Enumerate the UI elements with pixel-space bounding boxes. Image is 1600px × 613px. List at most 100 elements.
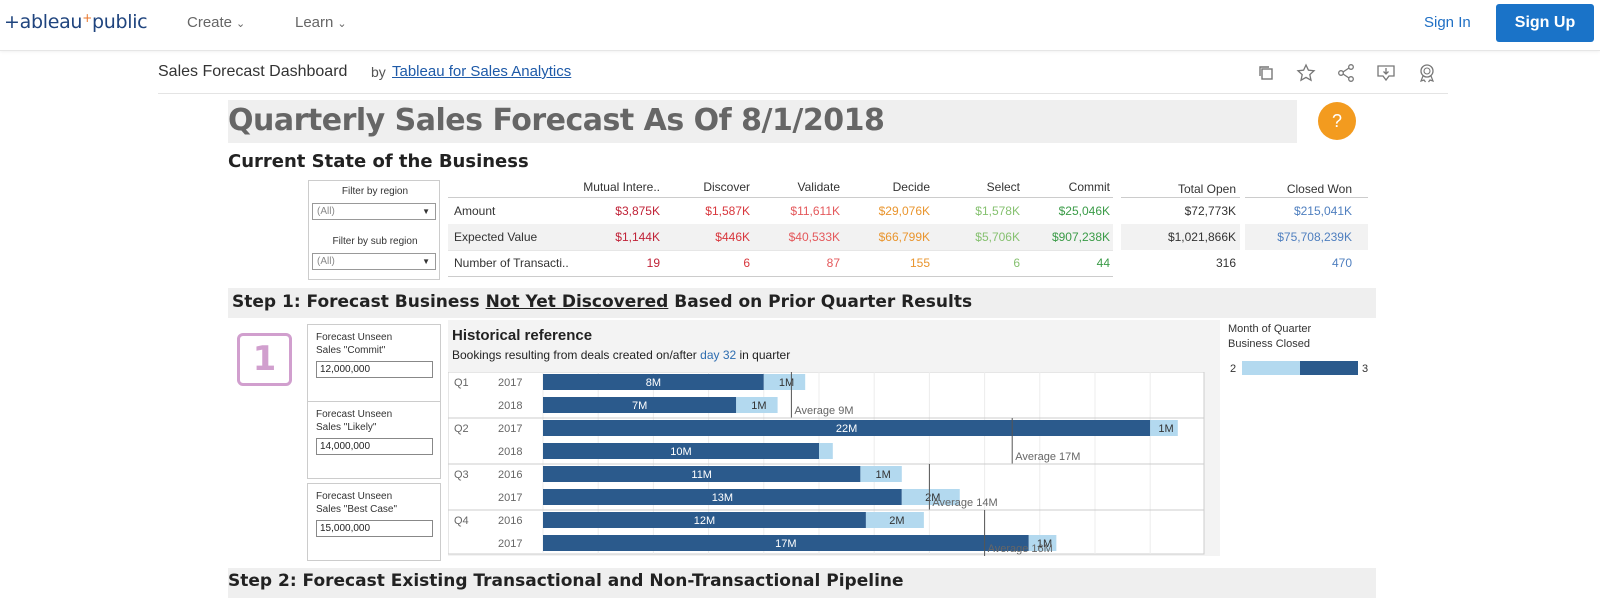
year-label: 2017 bbox=[498, 377, 522, 389]
bar-month2 bbox=[543, 489, 902, 505]
step2-heading-bar: Step 2: Forecast Existing Transactional … bbox=[228, 568, 1376, 598]
table-column-header[interactable]: Discover bbox=[703, 180, 750, 194]
table-cell[interactable]: 470 bbox=[1331, 256, 1352, 270]
bar-label: 1M bbox=[779, 377, 794, 389]
moq-month3-swatch bbox=[1300, 361, 1358, 375]
sign-in-link[interactable]: Sign In bbox=[1424, 14, 1471, 31]
table-cell[interactable]: $1,587K bbox=[705, 204, 750, 218]
table-cell[interactable]: $40,533K bbox=[788, 230, 840, 244]
table-cell[interactable]: $446K bbox=[715, 230, 750, 244]
year-label: 2017 bbox=[498, 492, 522, 504]
bar-month3 bbox=[1150, 420, 1178, 436]
table-column-header[interactable]: Commit bbox=[1068, 180, 1110, 194]
table-cell[interactable]: $29,076K bbox=[878, 204, 930, 218]
table-divider bbox=[1245, 197, 1368, 198]
bar-label: 7M bbox=[632, 400, 647, 412]
table-cell[interactable]: $1,578K bbox=[975, 204, 1020, 218]
average-label: Average 16M bbox=[988, 543, 1053, 555]
bar-month3 bbox=[860, 466, 902, 482]
table-cell[interactable]: $907,238K bbox=[1051, 230, 1110, 244]
table-cell[interactable]: $11,611K bbox=[790, 204, 840, 218]
create-label: Create bbox=[187, 14, 233, 31]
table-divider bbox=[1121, 197, 1240, 198]
table-column-header[interactable]: Mutual Intere.. bbox=[583, 180, 660, 194]
download-icon[interactable] bbox=[1376, 63, 1398, 85]
table-cell[interactable]: 6 bbox=[1013, 256, 1020, 270]
year-label: 2017 bbox=[498, 538, 522, 550]
table-cell[interactable]: $66,799K bbox=[878, 230, 930, 244]
table-column-header[interactable]: Validate bbox=[797, 180, 840, 194]
share-icon[interactable] bbox=[1336, 63, 1358, 85]
learn-menu[interactable]: Learn ⌄ bbox=[295, 14, 347, 31]
region-filter-dropdown[interactable]: (All) ▼ bbox=[312, 203, 436, 220]
author-link[interactable]: Tableau for Sales Analytics bbox=[392, 63, 572, 80]
tableau-public-logo[interactable]: +ableau+public bbox=[4, 11, 148, 33]
table-column-header[interactable]: Select bbox=[986, 180, 1020, 194]
forecast-best-case-label: Forecast Unseen Sales "Best Case" bbox=[316, 490, 397, 516]
year-label: 2018 bbox=[498, 400, 522, 412]
table-column-header[interactable]: Total Open bbox=[1177, 182, 1236, 196]
copy-icon[interactable] bbox=[1256, 63, 1278, 85]
badge-icon[interactable] bbox=[1417, 63, 1439, 85]
moq-line1: Month of Quarter bbox=[1228, 323, 1312, 335]
bar-month3 bbox=[1028, 535, 1057, 551]
table-cell[interactable]: 19 bbox=[646, 256, 660, 270]
year-label: 2018 bbox=[498, 446, 522, 458]
label-line2: Sales "Commit" bbox=[316, 345, 386, 356]
table-column-header[interactable]: Decide bbox=[892, 180, 930, 194]
table-cell[interactable]: 6 bbox=[743, 256, 750, 270]
step1-number-icon: 1 bbox=[237, 333, 292, 386]
forecast-best-case-input[interactable]: 15,000,000 bbox=[316, 520, 433, 537]
forecast-commit-box: Forecast Unseen Sales "Commit" 12,000,000 bbox=[307, 324, 441, 402]
moq-left-label: 2 bbox=[1230, 363, 1236, 375]
dashboard-title: Quarterly Sales Forecast As Of 8/1/2018 bbox=[228, 103, 885, 138]
bar-month3 bbox=[865, 512, 924, 528]
forecast-commit-input[interactable]: 12,000,000 bbox=[316, 361, 433, 378]
subtitle-pre: Bookings resulting from deals created on… bbox=[452, 348, 701, 362]
dashboard-title-bar: Quarterly Sales Forecast As Of 8/1/2018 bbox=[228, 100, 1297, 143]
viz-title: Sales Forecast Dashboard bbox=[158, 63, 348, 80]
label-line1: Forecast Unseen bbox=[316, 409, 393, 420]
create-menu[interactable]: Create ⌄ bbox=[187, 14, 245, 31]
table-cell[interactable]: $1,144K bbox=[615, 230, 660, 244]
bar-month3 bbox=[901, 489, 960, 505]
table-cell[interactable]: 316 bbox=[1215, 256, 1236, 270]
subregion-filter-dropdown[interactable]: (All) ▼ bbox=[312, 253, 436, 270]
bar-label: 12M bbox=[694, 515, 715, 527]
learn-label: Learn bbox=[295, 14, 334, 31]
forecast-commit-label: Forecast Unseen Sales "Commit" bbox=[316, 331, 392, 357]
bar-label: 1M bbox=[751, 400, 766, 412]
star-icon[interactable] bbox=[1296, 63, 1318, 85]
logo-tail: public bbox=[91, 11, 148, 33]
table-cell[interactable]: $1,021,866K bbox=[1167, 230, 1236, 244]
table-cell[interactable]: 44 bbox=[1096, 256, 1110, 270]
average-label: Average 9M bbox=[794, 405, 853, 417]
step1-heading: Step 1: Forecast Business Not Yet Discov… bbox=[232, 292, 972, 312]
chevron-down-icon: ⌄ bbox=[236, 18, 246, 30]
historical-title: Historical reference bbox=[452, 327, 593, 344]
logo-accent: + bbox=[82, 11, 92, 25]
forecast-likely-input[interactable]: 14,000,000 bbox=[316, 438, 433, 455]
bar-month3 bbox=[819, 443, 833, 459]
table-cell[interactable]: 87 bbox=[826, 256, 840, 270]
region-filters: Filter by region (All) ▼ Filter by sub r… bbox=[308, 180, 440, 280]
dropdown-arrow-icon: ▼ bbox=[422, 257, 430, 266]
table-cell[interactable]: $75,708,239K bbox=[1277, 230, 1352, 244]
table-cell[interactable]: $72,773K bbox=[1184, 204, 1236, 218]
label-line1: Forecast Unseen bbox=[316, 332, 393, 343]
subtitle-post: in quarter bbox=[736, 348, 791, 362]
table-cell[interactable]: $25,046K bbox=[1058, 204, 1110, 218]
table-cell[interactable]: $215,041K bbox=[1293, 204, 1352, 218]
row-label: Number of Transacti.. bbox=[454, 256, 569, 270]
table-column-header[interactable]: Closed Won bbox=[1286, 182, 1352, 196]
bar-month2 bbox=[543, 512, 866, 528]
subtitle-highlight: day 32 bbox=[700, 348, 737, 362]
sign-up-button[interactable]: Sign Up bbox=[1496, 4, 1594, 42]
row-band bbox=[1245, 224, 1368, 250]
table-cell[interactable]: $5,706K bbox=[975, 230, 1020, 244]
table-cell[interactable]: 155 bbox=[909, 256, 930, 270]
table-cell[interactable]: $3,875K bbox=[615, 204, 660, 218]
step1-heading-bar: Step 1: Forecast Business Not Yet Discov… bbox=[228, 288, 1376, 318]
help-button[interactable]: ? bbox=[1318, 102, 1356, 140]
